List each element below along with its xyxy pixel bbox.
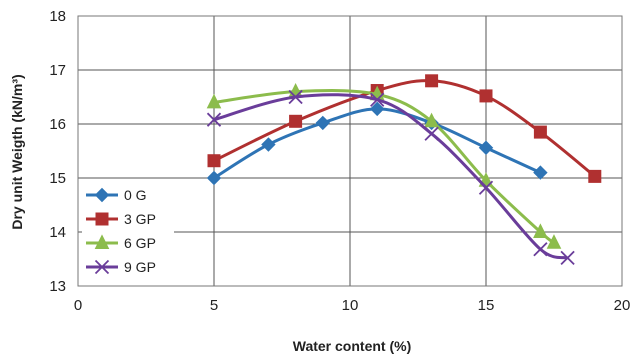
y-axis-ticks: 13 14 15 16 17 18 — [49, 8, 66, 295]
x-marker-stroke — [560, 250, 575, 266]
legend-entry: 0 G — [86, 187, 147, 203]
data-point — [425, 74, 439, 88]
data-point — [207, 154, 221, 168]
data-point — [315, 115, 331, 131]
x-tick-label: 20 — [614, 297, 631, 314]
legend-label: 6 GP — [124, 235, 156, 251]
x-marker-stroke — [94, 259, 110, 275]
x-tick-label: 0 — [74, 297, 82, 314]
x-axis-title: Water content (%) — [293, 338, 411, 354]
x-marker-stroke — [533, 242, 548, 257]
x-marker-stroke — [206, 112, 222, 127]
series-0-g — [206, 101, 548, 186]
data-point — [533, 223, 548, 238]
legend-marker — [94, 234, 110, 249]
legend-box — [82, 182, 174, 282]
legend-entry: 9 GP — [86, 259, 156, 275]
data-point — [560, 250, 575, 266]
y-tick-label: 16 — [49, 116, 66, 133]
plot-area-frame — [77, 15, 623, 287]
data-point — [588, 169, 602, 183]
x-marker-stroke — [478, 180, 494, 195]
legend-label: 0 G — [124, 187, 147, 203]
legend-marker — [94, 259, 110, 275]
legend-entry: 3 GP — [86, 211, 156, 227]
data-point — [533, 125, 547, 139]
data-point — [289, 114, 303, 128]
data-point — [424, 126, 439, 141]
y-tick-label: 17 — [49, 62, 66, 79]
y-tick-label: 15 — [49, 170, 66, 187]
data-point — [288, 89, 303, 105]
legend-marker — [95, 212, 109, 226]
data-point — [206, 170, 222, 186]
x-marker-stroke — [288, 89, 303, 105]
legend-label: 3 GP — [124, 211, 156, 227]
data-point — [479, 89, 493, 103]
data-point — [533, 242, 548, 257]
legend-entry: 6 GP — [86, 234, 156, 251]
y-tick-label: 13 — [49, 278, 66, 295]
x-marker-stroke — [424, 126, 439, 141]
series-3-gp — [207, 74, 602, 183]
data-point — [261, 137, 276, 152]
y-axis-title: Dry unit Weigth (kN/m³) — [9, 74, 25, 229]
data-point — [369, 101, 385, 117]
data-point — [206, 93, 222, 109]
series-6-gp — [206, 82, 562, 249]
legend: 0 G 3 GP 6 GP 9 GP — [82, 182, 174, 282]
data-point — [370, 92, 385, 107]
x-tick-label: 5 — [210, 297, 218, 314]
legend-label: 9 GP — [124, 259, 156, 275]
series-layer — [206, 74, 602, 266]
data-point — [478, 140, 494, 155]
x-tick-label: 10 — [342, 297, 359, 314]
y-tick-label: 14 — [49, 224, 66, 241]
series-9-gp — [206, 89, 575, 266]
legend-items: 0 G 3 GP 6 GP 9 GP — [86, 187, 156, 275]
x-marker-stroke — [370, 92, 385, 107]
x-tick-label: 15 — [478, 297, 495, 314]
x-axis-ticks: 0 5 10 15 20 — [74, 297, 631, 314]
data-point — [206, 112, 222, 127]
legend-marker — [94, 187, 110, 203]
data-point — [478, 180, 494, 195]
data-point — [546, 234, 562, 249]
y-tick-label: 18 — [49, 8, 66, 25]
data-point — [533, 165, 548, 180]
data-point — [424, 112, 439, 128]
